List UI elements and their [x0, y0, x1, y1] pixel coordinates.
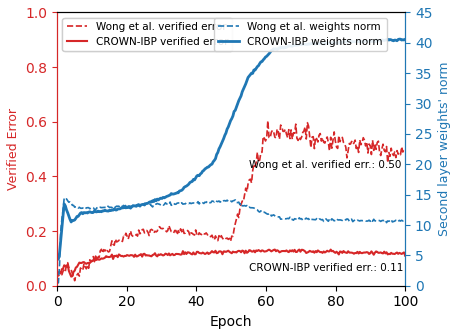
Legend: Wong et al. weights norm, CROWN-IBP weights norm: Wong et al. weights norm, CROWN-IBP weig… — [214, 18, 387, 51]
Wong et al. weights norm — [263, 211, 268, 215]
Wong et al. weights norm — [55, 281, 61, 285]
CROWN-IBP verified error — [268, 249, 274, 253]
Wong et al. verified error — [270, 128, 275, 132]
CROWN-IBP weights norm — [55, 257, 60, 261]
Wong et al. weights norm — [55, 281, 60, 285]
Wong et al. verified error — [55, 269, 60, 273]
Wong et al. weights norm — [350, 220, 355, 224]
CROWN-IBP verified error — [68, 275, 74, 279]
Wong et al. verified error — [372, 142, 378, 146]
Line: Wong et al. verified error: Wong et al. verified error — [57, 121, 405, 281]
Wong et al. weights norm — [372, 219, 378, 223]
Line: Wong et al. weights norm: Wong et al. weights norm — [57, 198, 405, 283]
Wong et al. verified error — [263, 139, 268, 143]
Wong et al. verified error — [403, 148, 408, 152]
X-axis label: Epoch: Epoch — [210, 315, 252, 329]
CROWN-IBP weights norm — [371, 39, 376, 43]
CROWN-IBP weights norm — [57, 251, 62, 255]
CROWN-IBP verified error — [55, 271, 61, 275]
CROWN-IBP weights norm — [397, 37, 402, 41]
CROWN-IBP weights norm — [268, 48, 274, 52]
Legend: Wong et al. verified error, CROWN-IBP verified error: Wong et al. verified error, CROWN-IBP ve… — [62, 18, 232, 51]
CROWN-IBP verified error — [403, 254, 408, 258]
Wong et al. verified error — [350, 142, 355, 146]
Text: Wong et al. verified err.: 0.50: Wong et al. verified err.: 0.50 — [249, 160, 401, 170]
Line: CROWN-IBP weights norm: CROWN-IBP weights norm — [57, 39, 405, 259]
Wong et al. verified error — [55, 274, 61, 278]
Wong et al. weights norm — [403, 219, 408, 223]
CROWN-IBP verified error — [350, 251, 355, 255]
CROWN-IBP verified error — [262, 250, 267, 254]
CROWN-IBP weights norm — [55, 257, 61, 261]
CROWN-IBP verified error — [372, 251, 378, 255]
Y-axis label: Second layer weights' norm: Second layer weights' norm — [438, 62, 451, 236]
Wong et al. verified error — [262, 136, 267, 140]
CROWN-IBP weights norm — [349, 40, 354, 44]
Wong et al. weights norm — [61, 196, 67, 200]
Wong et al. verified error — [265, 119, 271, 123]
Text: CROWN-IBP verified err.: 0.11: CROWN-IBP verified err.: 0.11 — [249, 263, 403, 273]
CROWN-IBP verified error — [55, 270, 60, 274]
Line: CROWN-IBP verified error: CROWN-IBP verified error — [57, 250, 405, 277]
CROWN-IBP verified error — [272, 248, 278, 252]
CROWN-IBP weights norm — [403, 37, 408, 41]
Wong et al. weights norm — [57, 262, 62, 266]
Wong et al. verified error — [72, 279, 77, 283]
Y-axis label: Verified Error: Verified Error — [7, 108, 20, 190]
Wong et al. weights norm — [264, 212, 269, 216]
Wong et al. weights norm — [270, 213, 275, 217]
CROWN-IBP weights norm — [262, 57, 267, 61]
CROWN-IBP verified error — [263, 249, 268, 253]
CROWN-IBP weights norm — [263, 55, 268, 59]
